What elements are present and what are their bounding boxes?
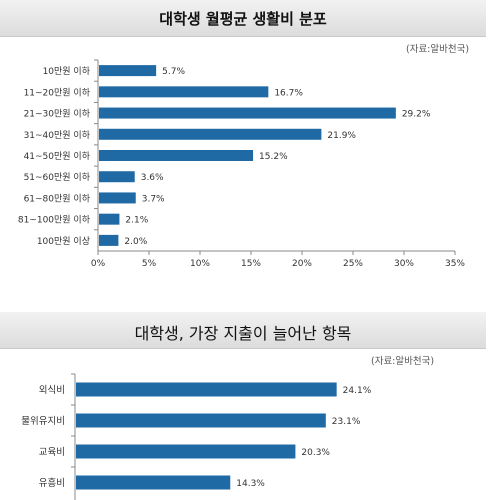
chart1-value-label: 29.2% (402, 110, 431, 120)
chart1-value-label: 5.7% (162, 67, 185, 77)
chart1-x-tick-label: 0% (91, 259, 106, 269)
chart1-bar (99, 150, 254, 161)
chart1-x-tick-label: 15% (241, 259, 261, 269)
chart1-bar (99, 171, 135, 183)
chart1-category-label: 51~60만원 이하 (24, 172, 91, 183)
chart1-bar (99, 192, 136, 204)
chart1-title-band: 대학생 월평균 생활비 분포 (0, 0, 486, 37)
chart1-x-tick-label: 10% (190, 259, 210, 269)
chart1-x-tick-label: 30% (394, 259, 414, 269)
chart1-bar (99, 128, 322, 140)
chart2-source: (자료:알바천국) (371, 356, 435, 367)
chart1-category-label: 10만원 이하 (43, 66, 91, 77)
chart1-value-label: 21.9% (327, 131, 356, 141)
chart1-value-label: 3.6% (141, 173, 164, 183)
chart1-value-label: 2.0% (124, 237, 147, 247)
chart2-plot: 외식비 24.1% 물위유지비 23.1% 교육비 20.3% 유흥비 14.3% (21, 373, 372, 500)
chart1-plot: 0% 5% 10% 15% 20% 25% 30% 35% 10만원 이하 5.7% 11~20만원… (18, 59, 465, 269)
chart2-category-label: 외식비 (39, 384, 65, 396)
chart2-category-label: 유흥비 (39, 477, 65, 489)
chart1-category-label: 31~40만원 이하 (24, 130, 91, 141)
chart1-title: 대학생 월평균 생활비 분포 (159, 10, 327, 28)
chart2-category-label: 교육비 (39, 447, 65, 458)
chart2-bar (76, 413, 326, 428)
chart1-category-label: 61~80만원 이하 (24, 193, 91, 204)
chart1-x-tick-label: 25% (343, 259, 363, 269)
chart1-value-label: 3.7% (142, 194, 165, 204)
chart1-category-label: 21~30만원 이하 (24, 109, 91, 120)
chart2-title-band: 대학생, 가장 지출이 늘어난 항목 (0, 312, 486, 349)
chart2-value-label: 23.1% (332, 417, 361, 427)
chart1-bar (99, 86, 269, 98)
chart2-value-label: 14.3% (236, 479, 265, 489)
chart1-x-tick-label: 20% (292, 259, 312, 269)
chart1-category-label: 41~50만원 이하 (24, 151, 91, 162)
chart2-title: 대학생, 가장 지출이 늘어난 항목 (134, 324, 352, 343)
chart2-value-label: 24.1% (343, 386, 372, 396)
chart2-bar (76, 444, 296, 459)
chart1-bar (99, 65, 157, 77)
chart2-value-label: 20.3% (301, 448, 330, 458)
chart1-x-tick-label: 5% (142, 259, 157, 269)
chart1-bar (99, 234, 119, 246)
chart1-bar (99, 107, 396, 119)
chart1-value-label: 15.2% (259, 152, 288, 162)
chart2-bar (76, 382, 337, 397)
chart1-category-label: 81~100만원 이하 (18, 215, 91, 226)
chart2-category-label: 물위유지비 (21, 415, 65, 427)
chart1-value-label: 16.7% (274, 88, 303, 98)
chart1-x-tick-label: 35% (445, 259, 465, 269)
chart1-category-label: 11~20만원 이하 (24, 87, 91, 98)
chart2-bar (76, 475, 231, 490)
chart1-value-label: 2.1% (125, 216, 148, 226)
chart1-source: (자료:알바천국) (406, 44, 470, 55)
chart1-category-label: 100만원 이상 (37, 236, 90, 247)
chart1-bar (99, 213, 120, 225)
